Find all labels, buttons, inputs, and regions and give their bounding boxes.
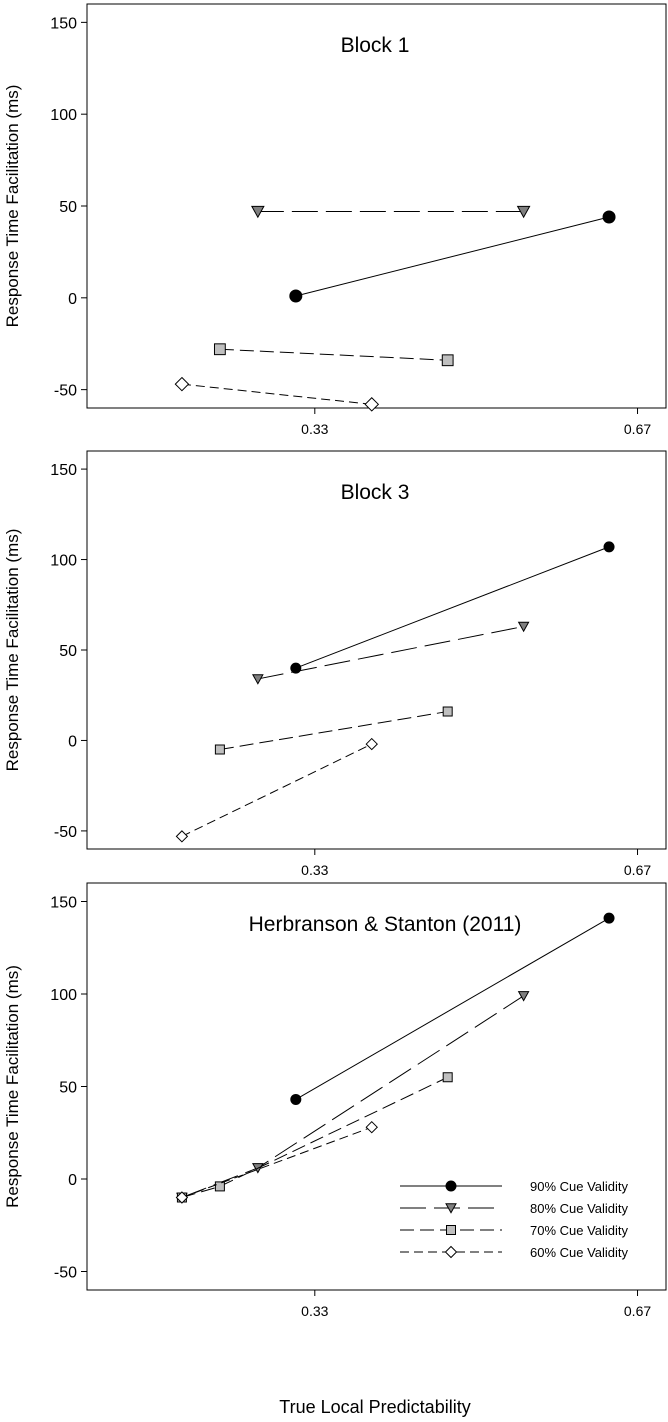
y-tick-label: 150 xyxy=(50,895,77,912)
data-point xyxy=(441,354,454,367)
series-1 xyxy=(289,210,616,303)
series-4 xyxy=(174,376,380,412)
y-tick-label: 100 xyxy=(50,987,77,1004)
plot-frame xyxy=(86,3,667,409)
legend-label: 70% Cue Validity xyxy=(530,1223,629,1238)
data-point xyxy=(251,205,265,219)
chart-panel-1: -50 0 50 100 150 0.33 0.67 Response Time Facili… xyxy=(3,3,667,437)
y-tick-label: 50 xyxy=(59,643,77,660)
y-tick-label: 100 xyxy=(50,553,77,570)
y-axis-label: Response Time Facilitation (ms) xyxy=(3,85,22,328)
chart-panel-3: -50 0 50 100 150 0.33 0.67 Response Time Facili… xyxy=(3,882,667,1319)
series-2 xyxy=(176,991,530,1204)
series-line xyxy=(295,216,610,297)
x-tick-label: 0.33 xyxy=(301,1303,328,1319)
chart-title: Block 3 xyxy=(341,481,410,504)
x-tick-label: 0.67 xyxy=(624,421,651,437)
legend-marker xyxy=(446,1225,456,1235)
series-1 xyxy=(290,912,615,1105)
x-tick-label: 0.33 xyxy=(301,862,328,878)
chart-title: Herbranson & Stanton (2011) xyxy=(249,913,522,936)
data-point xyxy=(364,397,380,412)
series-line xyxy=(181,995,524,1198)
y-tick-label: 0 xyxy=(68,1172,77,1189)
data-point xyxy=(214,744,225,755)
y-tick-label: -50 xyxy=(54,824,77,841)
y-tick-label: -50 xyxy=(54,383,77,400)
x-axis-label: True Local Predictability xyxy=(279,1397,470,1417)
series-line xyxy=(181,1126,372,1198)
legend-marker xyxy=(445,1203,457,1214)
series-line xyxy=(219,711,448,750)
series-3 xyxy=(213,343,454,367)
series-line xyxy=(219,348,448,361)
data-point xyxy=(365,737,378,751)
data-point xyxy=(174,376,190,392)
series-2 xyxy=(251,205,531,219)
y-tick-label: 50 xyxy=(59,1080,77,1097)
series-4 xyxy=(175,737,378,843)
legend-label: 90% Cue Validity xyxy=(530,1179,629,1194)
plot-frame xyxy=(86,450,667,850)
chart-panels: -50 0 50 100 150 0.33 0.67 Response Time Facili… xyxy=(3,3,667,1319)
chart-title: Block 1 xyxy=(341,34,410,57)
data-point xyxy=(175,830,189,843)
series-3 xyxy=(176,1072,453,1203)
y-tick-label: 150 xyxy=(50,15,77,32)
data-point xyxy=(213,343,226,356)
y-tick-label: 0 xyxy=(68,733,77,750)
legend-marker xyxy=(445,1180,457,1192)
data-point xyxy=(442,706,453,717)
data-point xyxy=(289,289,303,303)
data-point xyxy=(517,621,530,633)
data-point xyxy=(603,912,615,924)
series-line xyxy=(295,917,610,1100)
series-2 xyxy=(252,621,530,685)
data-point xyxy=(517,991,530,1002)
legend-marker xyxy=(444,1245,458,1259)
y-tick-label: 0 xyxy=(68,291,77,308)
y-axis-label: Response Time Facilitation (ms) xyxy=(3,965,22,1208)
y-tick-label: 150 xyxy=(50,462,77,479)
series-4 xyxy=(175,1120,378,1204)
legend: 90% Cue Validity 80% Cue Validity 70% Cue … xyxy=(400,1179,629,1260)
data-point xyxy=(175,1191,189,1204)
legend-label: 80% Cue Validity xyxy=(530,1201,629,1216)
legend-label: 60% Cue Validity xyxy=(530,1245,629,1260)
x-tick-label: 0.67 xyxy=(624,1303,651,1319)
y-tick-label: 50 xyxy=(59,199,77,216)
y-tick-label: -50 xyxy=(54,1265,77,1282)
data-point xyxy=(290,1093,302,1105)
series-line xyxy=(181,383,372,405)
data-point xyxy=(442,1072,453,1083)
series-line xyxy=(257,625,524,680)
y-axis-label: Response Time Facilitation (ms) xyxy=(3,529,22,772)
data-point xyxy=(365,1120,378,1134)
data-point xyxy=(214,1181,225,1192)
data-point xyxy=(603,541,615,553)
data-point xyxy=(516,205,531,219)
series-line xyxy=(295,546,610,669)
chart-panel-2: -50 0 50 100 150 0.33 0.67 Response Time Facili… xyxy=(3,450,667,878)
series-1 xyxy=(290,541,615,674)
x-tick-label: 0.33 xyxy=(301,421,328,437)
series-3 xyxy=(214,706,453,755)
x-tick-label: 0.67 xyxy=(624,862,651,878)
series-line xyxy=(181,1076,448,1198)
data-point xyxy=(602,210,616,224)
series-line xyxy=(181,743,372,837)
y-tick-label: 100 xyxy=(50,107,77,124)
data-point xyxy=(252,674,264,685)
